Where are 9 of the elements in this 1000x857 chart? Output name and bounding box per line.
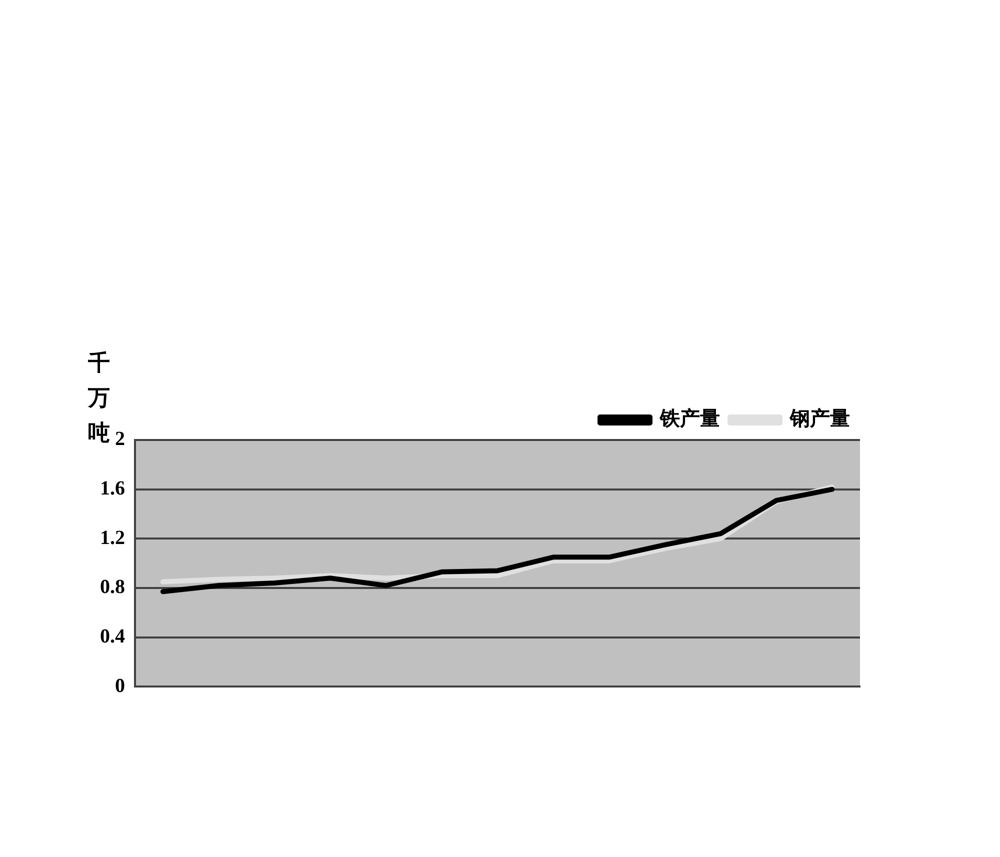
y-tick-label: 0.4	[100, 625, 125, 648]
y-axis-title: 千万吨	[88, 349, 111, 448]
y-tick-label: 0.8	[100, 576, 125, 598]
legend-label: 铁产量	[659, 407, 720, 430]
y-tick-label: 1.6	[100, 477, 125, 500]
y-tick-label: 1.2	[100, 526, 125, 549]
y-tick-label: 2	[115, 428, 125, 450]
legend-label: 钢产量	[789, 407, 850, 430]
y-tick-label: 0	[115, 674, 125, 697]
